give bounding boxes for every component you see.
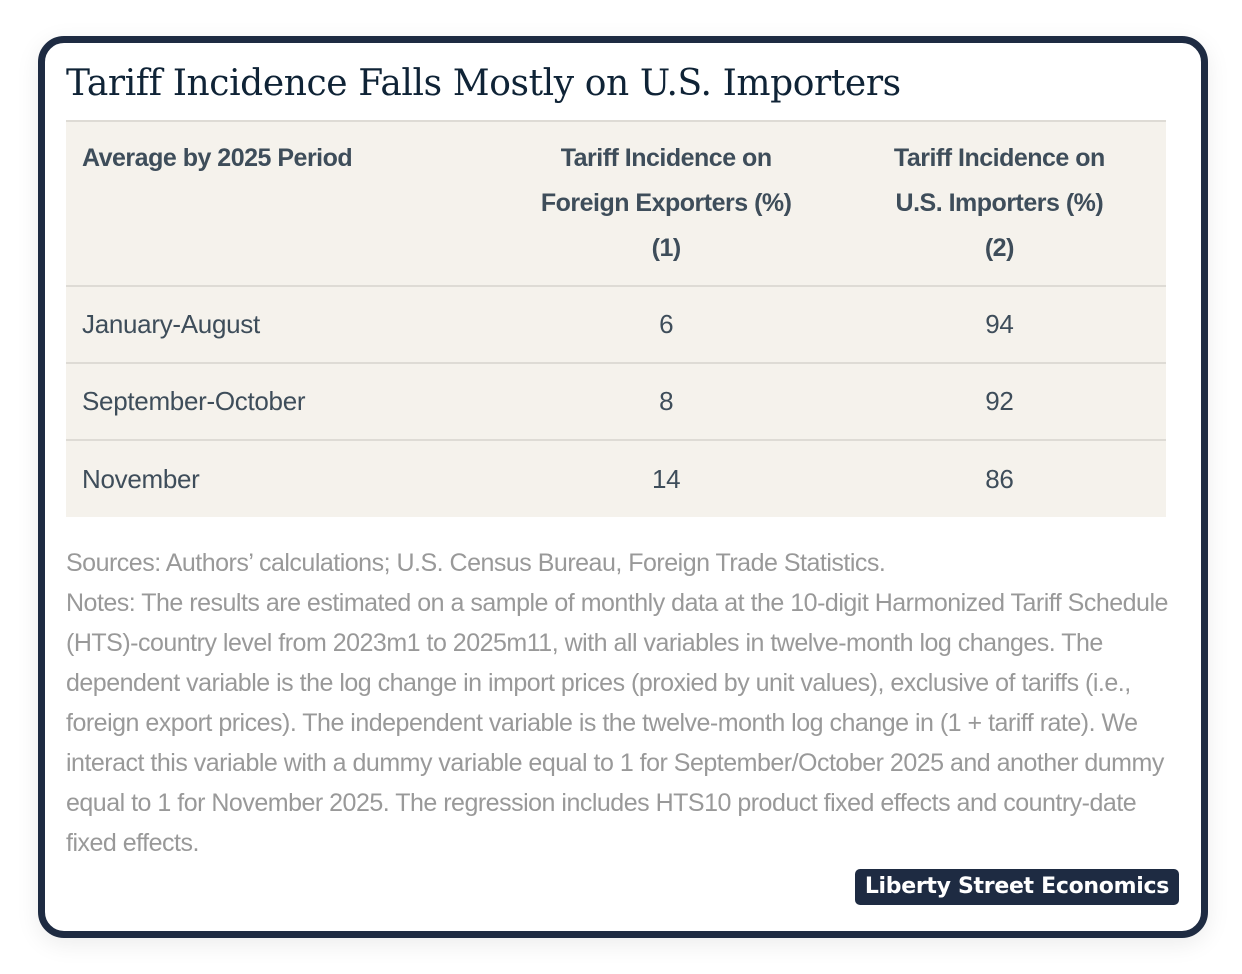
foreign-exporters-cell: 6 xyxy=(659,309,674,339)
footnotes: Sources: Authors’ calculations; U.S. Cen… xyxy=(66,543,1176,863)
notes-text: Notes: The results are estimated on a sa… xyxy=(66,589,1168,857)
exhibit-card: Tariff Incidence Falls Mostly on U.S. Im… xyxy=(38,36,1208,938)
table-row: November 14 86 xyxy=(66,440,1166,517)
header-us-importers: Tariff Incidence on U.S. Importers (%) (… xyxy=(833,121,1166,286)
period-cell: January-August xyxy=(82,309,260,339)
period-cell: September-October xyxy=(82,386,306,416)
table-row: September-October 8 92 xyxy=(66,363,1166,440)
header-line: Average by 2025 Period xyxy=(82,144,353,172)
foreign-exporters-cell: 14 xyxy=(652,463,681,494)
exhibit-title: Tariff Incidence Falls Mostly on U.S. Im… xyxy=(66,63,901,104)
header-line: Tariff Incidence on xyxy=(560,144,772,172)
header-period: Average by 2025 Period xyxy=(66,121,500,286)
header-foreign-exporters: Tariff Incidence on Foreign Exporters (%… xyxy=(500,121,833,286)
us-importers-cell: 86 xyxy=(985,463,1014,494)
period-cell: November xyxy=(82,463,200,494)
publication-badge: Liberty Street Economics xyxy=(854,869,1179,905)
table-header-row: Average by 2025 Period Tariff Incidence … xyxy=(66,121,1166,286)
table-row: January-August 6 94 xyxy=(66,286,1166,363)
header-line: Tariff Incidence on xyxy=(893,144,1105,172)
foreign-exporters-cell: 8 xyxy=(659,386,674,416)
incidence-table-container: Average by 2025 Period Tariff Incidence … xyxy=(66,120,1166,517)
header-line: Foreign Exporters (%) xyxy=(540,189,792,217)
header-line: (1) xyxy=(651,234,682,262)
us-importers-cell: 92 xyxy=(985,386,1014,416)
sources-text: Sources: Authors’ calculations; U.S. Cen… xyxy=(66,549,886,577)
incidence-table: Average by 2025 Period Tariff Incidence … xyxy=(66,120,1166,517)
header-line: (2) xyxy=(984,234,1015,262)
us-importers-cell: 94 xyxy=(985,309,1014,339)
header-line: U.S. Importers (%) xyxy=(895,189,1104,217)
